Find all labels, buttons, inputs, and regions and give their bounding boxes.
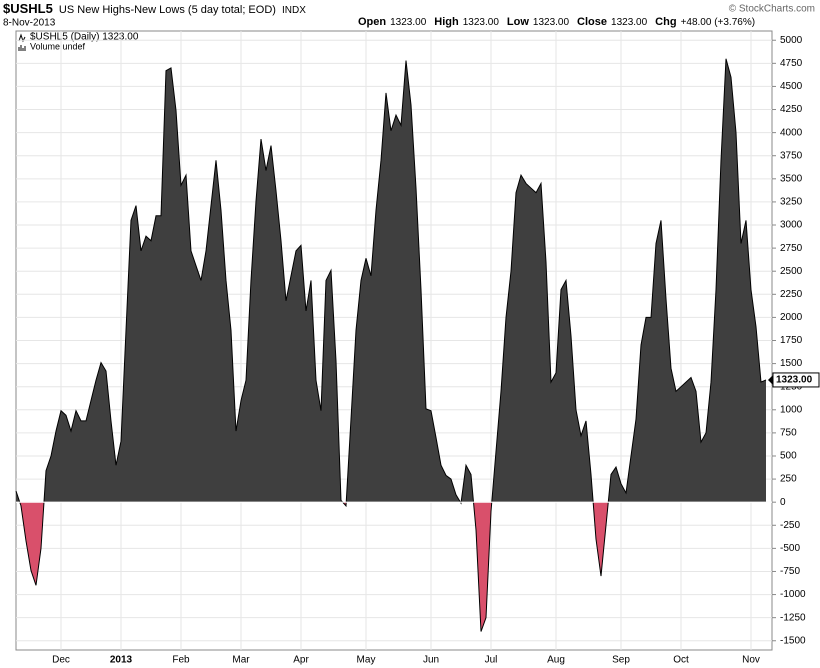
y-tick-label: 2750 (780, 243, 803, 254)
x-tick-label: Nov (742, 655, 760, 666)
y-tick-label: 1500 (780, 358, 803, 369)
quote-label: Open (358, 16, 386, 28)
y-tick-label: 1000 (780, 404, 803, 415)
x-tick-label: Oct (673, 655, 689, 666)
legend-entry: $USHL5 (Daily) 1323.00 (30, 32, 139, 43)
y-tick-label: 4000 (780, 127, 803, 138)
x-tick-label: Sep (612, 655, 630, 666)
y-tick-label: 3750 (780, 150, 803, 161)
x-tick-label: Mar (232, 655, 250, 666)
y-tick-label: 3500 (780, 173, 803, 184)
area-outline (15, 58, 767, 632)
quote-value: 1323.00 (463, 17, 500, 28)
x-tick-label: 2013 (110, 655, 133, 666)
x-tick-label: May (357, 655, 376, 666)
volume-note: Volume undef (30, 41, 86, 51)
exchange: INDX (282, 5, 306, 16)
quote-label: Chg (655, 16, 676, 28)
y-tick-label: 1750 (780, 335, 803, 346)
y-tick-label: 3000 (780, 220, 803, 231)
y-tick-label: 4500 (780, 81, 803, 92)
last-value-pointer (768, 374, 773, 385)
quote-value: 1323.00 (533, 17, 570, 28)
y-tick-label: 2500 (780, 266, 803, 277)
y-tick-label: -500 (780, 543, 800, 554)
y-tick-label: -1250 (780, 612, 806, 623)
y-tick-label: -1500 (780, 635, 806, 646)
quote-line: Open 1323.00 High 1323.00 Low 1323.00 Close 132… (358, 16, 755, 28)
legend-icon (18, 33, 26, 43)
x-tick-label: Jun (423, 655, 439, 666)
y-tick-label: 3250 (780, 197, 803, 208)
y-tick-label: 750 (780, 428, 797, 439)
quote-value: 1323.00 (390, 17, 427, 28)
quote-label: High (434, 16, 459, 28)
volume-icon (18, 45, 26, 51)
y-tick-label: 4250 (780, 104, 803, 115)
x-tick-label: Jul (485, 655, 498, 666)
quote-label: Close (577, 16, 607, 28)
chart-header: $USHL5 US New Highs-New Lows (5 day tota… (3, 1, 306, 16)
quote-value: +48.00 (+3.76%) (681, 17, 756, 28)
x-tick-label: Aug (547, 655, 565, 666)
x-tick-label: Dec (52, 655, 70, 666)
date: 8-Nov-2013 (3, 18, 56, 29)
quote-label: Low (507, 16, 529, 28)
x-tick-label: Apr (293, 655, 309, 666)
y-tick-label: -250 (780, 520, 800, 531)
x-tick-label: Feb (172, 655, 190, 666)
y-tick-label: 250 (780, 474, 797, 485)
credit: © StockCharts.com (729, 4, 815, 15)
area (16, 58, 766, 632)
y-tick-label: 5000 (780, 35, 803, 46)
y-tick-label: 0 (780, 497, 786, 508)
y-tick-label: -750 (780, 566, 800, 577)
y-tick-label: 500 (780, 451, 797, 462)
y-tick-label: 4750 (780, 58, 803, 69)
y-tick-label: 2250 (780, 289, 803, 300)
quote-value: 1323.00 (611, 17, 648, 28)
chart-subtitle: US New Highs-New Lows (5 day total; EOD) (59, 4, 276, 16)
last-value-label: 1323.00 (776, 375, 813, 386)
y-tick-label: -1000 (780, 589, 806, 600)
y-tick-label: 2000 (780, 312, 803, 323)
chart-title: $USHL5 (3, 1, 53, 16)
